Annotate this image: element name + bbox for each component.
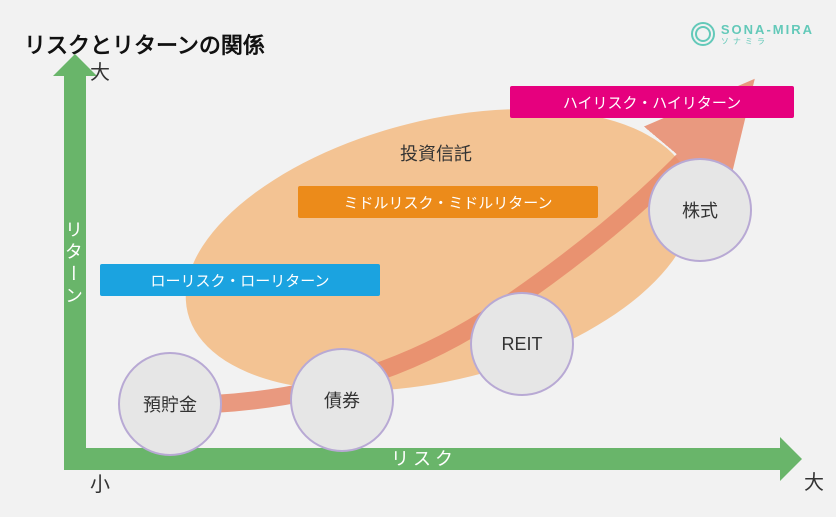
logo-swirl-icon	[691, 22, 715, 46]
asset-circle: 債券	[290, 348, 394, 452]
axis-end-small: 小	[90, 468, 110, 497]
blob-label: 投資信託	[400, 140, 472, 166]
logo-main-text: SONA-MIRA	[721, 23, 814, 36]
y-axis-end-large: 大	[90, 56, 110, 85]
brand-logo: SONA-MIRA ソナミラ	[691, 22, 814, 46]
risk-category-pill: ハイリスク・ハイリターン	[510, 86, 794, 118]
x-axis-end-large: 大	[804, 466, 824, 495]
asset-circle: 株式	[648, 158, 752, 262]
asset-circle: REIT	[470, 292, 574, 396]
risk-category-pill: ローリスク・ローリターン	[100, 264, 380, 296]
risk-category-pill: ミドルリスク・ミドルリターン	[298, 186, 598, 218]
y-axis-label: リターン	[64, 220, 86, 308]
logo-sub-text: ソナミラ	[721, 38, 814, 46]
asset-circle: 預貯金	[118, 352, 222, 456]
